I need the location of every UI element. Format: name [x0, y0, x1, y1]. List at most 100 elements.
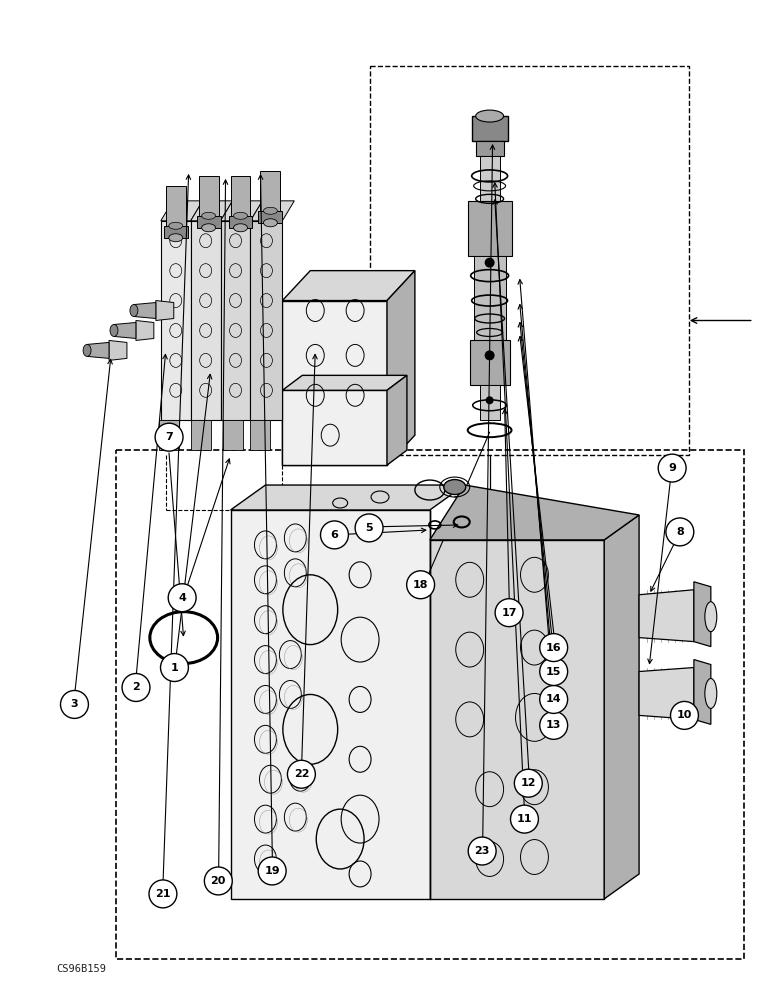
Text: 2: 2 [132, 682, 140, 692]
Polygon shape [387, 375, 407, 465]
Polygon shape [161, 201, 203, 221]
Polygon shape [639, 590, 694, 642]
Ellipse shape [83, 344, 91, 356]
Ellipse shape [234, 224, 248, 232]
Circle shape [468, 837, 496, 865]
Circle shape [486, 396, 493, 404]
Polygon shape [231, 176, 250, 216]
Polygon shape [479, 385, 499, 420]
Polygon shape [164, 226, 188, 238]
Circle shape [510, 805, 538, 833]
Ellipse shape [201, 212, 215, 219]
Text: 17: 17 [501, 608, 516, 618]
Ellipse shape [130, 305, 138, 317]
Text: 19: 19 [264, 866, 280, 876]
Ellipse shape [169, 234, 183, 242]
Polygon shape [191, 201, 232, 221]
Circle shape [149, 880, 177, 908]
Circle shape [407, 571, 435, 599]
Ellipse shape [263, 207, 277, 214]
Polygon shape [387, 271, 415, 465]
Ellipse shape [234, 212, 248, 219]
Circle shape [155, 423, 183, 451]
Ellipse shape [705, 602, 717, 632]
Ellipse shape [201, 224, 215, 232]
Polygon shape [694, 660, 711, 724]
Polygon shape [283, 390, 387, 465]
Polygon shape [469, 340, 510, 385]
Polygon shape [231, 485, 465, 510]
Polygon shape [221, 201, 262, 221]
Polygon shape [639, 668, 694, 719]
Polygon shape [198, 176, 218, 216]
Bar [370, 66, 689, 455]
Circle shape [514, 769, 542, 797]
Text: 3: 3 [71, 699, 78, 709]
Polygon shape [250, 221, 283, 420]
Polygon shape [604, 515, 639, 899]
Text: 18: 18 [413, 580, 428, 590]
Ellipse shape [476, 110, 503, 122]
Polygon shape [259, 211, 283, 223]
Text: 9: 9 [669, 463, 676, 473]
Polygon shape [283, 375, 407, 390]
Text: 8: 8 [676, 527, 684, 537]
Circle shape [60, 690, 89, 718]
Ellipse shape [263, 219, 277, 227]
Polygon shape [87, 342, 109, 358]
Text: 6: 6 [330, 530, 338, 540]
Text: 16: 16 [546, 643, 561, 653]
Polygon shape [474, 256, 506, 340]
Polygon shape [136, 320, 154, 340]
Polygon shape [283, 301, 387, 465]
Polygon shape [468, 201, 512, 256]
Text: 12: 12 [520, 778, 536, 788]
Bar [116, 450, 743, 959]
Circle shape [205, 867, 232, 895]
Polygon shape [197, 216, 221, 228]
Polygon shape [479, 156, 499, 201]
Text: CS96B159: CS96B159 [56, 964, 107, 974]
Circle shape [540, 634, 567, 662]
Circle shape [485, 350, 495, 360]
Circle shape [168, 584, 196, 612]
Circle shape [659, 454, 686, 482]
Polygon shape [430, 540, 604, 899]
Text: 22: 22 [293, 769, 309, 779]
Circle shape [287, 760, 315, 788]
Circle shape [161, 654, 188, 681]
Text: 21: 21 [155, 889, 171, 899]
Circle shape [540, 711, 567, 739]
Polygon shape [134, 303, 156, 319]
Text: 5: 5 [365, 523, 373, 533]
Circle shape [540, 658, 567, 685]
Text: 20: 20 [211, 876, 226, 886]
Polygon shape [191, 420, 211, 450]
Text: 11: 11 [516, 814, 532, 824]
Polygon shape [191, 221, 221, 420]
Polygon shape [260, 171, 280, 211]
Polygon shape [222, 420, 242, 450]
Polygon shape [159, 420, 179, 450]
Circle shape [540, 685, 567, 713]
Text: 1: 1 [171, 663, 178, 673]
Circle shape [320, 521, 348, 549]
Polygon shape [109, 340, 127, 360]
Polygon shape [430, 485, 639, 540]
Text: 10: 10 [677, 710, 692, 720]
Text: 7: 7 [165, 432, 173, 442]
Polygon shape [114, 322, 136, 338]
Circle shape [485, 258, 495, 268]
Polygon shape [283, 271, 415, 301]
Polygon shape [250, 201, 294, 221]
Polygon shape [161, 221, 191, 420]
Polygon shape [156, 301, 174, 320]
Polygon shape [231, 510, 430, 899]
Text: 4: 4 [178, 593, 186, 603]
Circle shape [122, 674, 150, 701]
Polygon shape [250, 420, 270, 450]
Ellipse shape [169, 222, 183, 229]
Polygon shape [694, 582, 711, 647]
Polygon shape [221, 221, 250, 420]
Ellipse shape [705, 679, 717, 708]
